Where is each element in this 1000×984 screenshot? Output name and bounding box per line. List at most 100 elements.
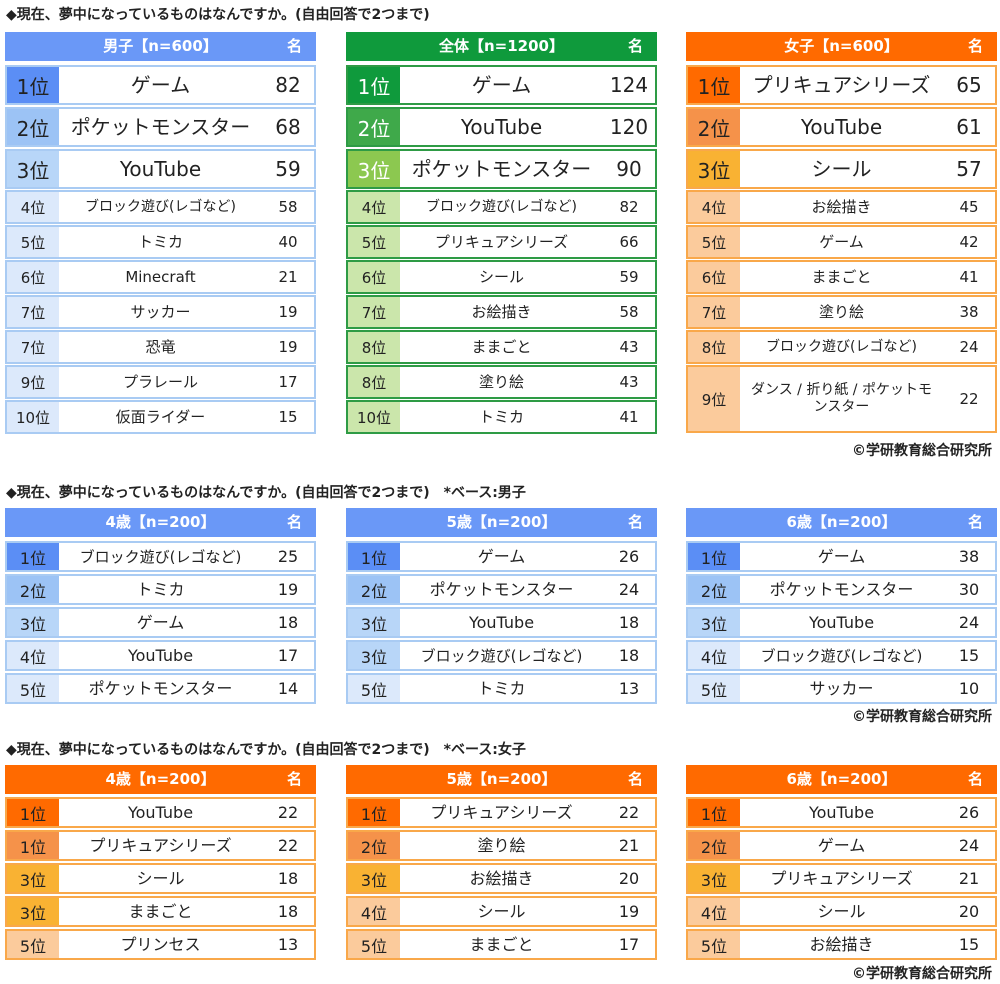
- table-row: 1位 ゲーム 82: [5, 65, 316, 105]
- count-value: 19: [278, 338, 298, 356]
- rank-cell: 4位: [688, 192, 740, 222]
- table-row: 10位 トミカ 41: [346, 400, 657, 434]
- count-value: 24: [618, 580, 640, 599]
- count-value: 17: [278, 373, 298, 391]
- table-row: 5位 プリキュアシリーズ 66: [346, 225, 657, 259]
- count-value: 22: [959, 390, 979, 408]
- rank-cell: 3位: [7, 898, 59, 925]
- table-row: 7位 サッカー 19: [5, 295, 316, 329]
- count-value: 15: [958, 935, 980, 954]
- table-row: 4位 YouTube 17: [5, 640, 316, 671]
- item-name: ゲーム: [130, 73, 191, 97]
- count-value: 42: [959, 233, 979, 251]
- header-label: 6歳【n=200】: [786, 513, 897, 531]
- item-name: 塗り絵: [477, 835, 526, 855]
- table-row: 1位 ゲーム 38: [686, 541, 997, 572]
- table-header: 6歳【n=200】 名: [686, 508, 997, 537]
- copyright: ©学研教育総合研究所: [852, 709, 992, 725]
- table-row: 3位 プリキュアシリーズ 21: [686, 863, 997, 894]
- item-name: 恐竜: [145, 338, 176, 356]
- count-value: 30: [958, 580, 980, 599]
- table-header: 5歳【n=200】 名: [346, 765, 657, 794]
- item-name: ポケットモンスター: [88, 678, 233, 698]
- rank-cell: 6位: [348, 262, 400, 292]
- rank-cell: 3位: [348, 642, 400, 669]
- rank-cell: 1位: [7, 832, 59, 859]
- header-label: 男子【n=600】: [103, 37, 218, 55]
- count-value: 82: [619, 198, 639, 216]
- count-value: 15: [958, 646, 980, 665]
- rank-cell: 1位: [688, 543, 740, 570]
- item-name: シール: [477, 901, 526, 921]
- table-row: 3位 YouTube 24: [686, 607, 997, 638]
- rank-cell: 1位: [348, 543, 400, 570]
- count-value: 40: [278, 233, 298, 251]
- rank-cell: 9位: [7, 367, 59, 397]
- item-name: プラレール: [122, 373, 198, 391]
- header-label: 4歳【n=200】: [105, 513, 216, 531]
- rank-cell: 3位: [688, 865, 740, 892]
- header-label: 5歳【n=200】: [446, 513, 557, 531]
- item-name: ゲーム: [471, 73, 532, 97]
- table-row: 8位 塗り絵 43: [346, 365, 657, 399]
- item-name: ままごと: [469, 934, 534, 954]
- table-row: 3位 YouTube 59: [5, 149, 316, 189]
- item-name: YouTube: [119, 157, 202, 181]
- count-value: 68: [275, 115, 301, 139]
- table-row: 1位 ゲーム 26: [346, 541, 657, 572]
- item-name: YouTube: [127, 645, 194, 665]
- count-value: 18: [618, 646, 640, 665]
- item-name: ままごと: [471, 338, 532, 356]
- rank-cell: 10位: [7, 402, 59, 432]
- item-name: シール: [478, 268, 524, 286]
- count-value: 22: [618, 803, 640, 822]
- header-label: 4歳【n=200】: [105, 770, 216, 788]
- count-value: 59: [619, 268, 639, 286]
- table-row: 5位 ゲーム 42: [686, 225, 997, 259]
- rank-cell: 7位: [7, 297, 59, 327]
- table-row: 1位 YouTube 26: [686, 797, 997, 828]
- table-row: 4位 シール 20: [686, 896, 997, 927]
- rank-cell: 1位: [688, 67, 740, 103]
- table-row: 8位 ブロック遊び(レゴなど) 24: [686, 330, 997, 364]
- table-row: 2位 ポケットモンスター 24: [346, 574, 657, 605]
- header-unit: 名: [967, 513, 983, 531]
- copyright: ©学研教育総合研究所: [852, 966, 992, 982]
- table-row: 6位 Minecraft 21: [5, 260, 316, 294]
- table-row: 9位 プラレール 17: [5, 365, 316, 399]
- item-name: プリキュアシリーズ: [434, 233, 569, 251]
- table-row: 4位 ブロック遊び(レゴなど) 15: [686, 640, 997, 671]
- rank-cell: 1位: [688, 799, 740, 826]
- table-row: 2位 ポケットモンスター 68: [5, 107, 316, 147]
- table-row: 10位 仮面ライダー 15: [5, 400, 316, 434]
- table-row: 4位 ブロック遊び(レゴなど) 82: [346, 190, 657, 224]
- count-value: 14: [277, 679, 299, 698]
- item-name: ブロック遊び(レゴなど): [760, 646, 923, 665]
- table-row: 9位 ダンス / 折り紙 / ポケットモンスター 22: [686, 365, 997, 433]
- item-name: トミカ: [478, 408, 524, 426]
- table-row: 3位 ポケットモンスター 90: [346, 149, 657, 189]
- count-value: 45: [959, 198, 979, 216]
- rank-cell: 1位: [7, 67, 59, 103]
- count-value: 21: [278, 268, 298, 286]
- count-value: 10: [958, 679, 980, 698]
- item-name: サッカー: [809, 678, 874, 698]
- count-value: 65: [956, 73, 982, 97]
- rank-cell: 3位: [348, 151, 400, 187]
- count-value: 59: [275, 157, 301, 181]
- item-name: ブロック遊び(レゴなど): [766, 338, 917, 355]
- count-value: 18: [277, 869, 299, 888]
- table-row: 3位 ままごと 18: [5, 896, 316, 927]
- count-value: 17: [277, 646, 299, 665]
- table-row: 1位 プリキュアシリーズ 65: [686, 65, 997, 105]
- header-unit: 名: [627, 770, 643, 788]
- count-value: 58: [278, 198, 298, 216]
- item-name: お絵描き: [471, 303, 532, 321]
- rank-cell: 8位: [348, 332, 400, 362]
- header-label: 6歳【n=200】: [786, 770, 897, 788]
- table-row: 5位 ままごと 17: [346, 929, 657, 960]
- count-value: 24: [958, 613, 980, 632]
- header-label: 5歳【n=200】: [446, 770, 557, 788]
- count-value: 18: [277, 613, 299, 632]
- item-name: ブロック遊び(レゴなど): [85, 198, 236, 215]
